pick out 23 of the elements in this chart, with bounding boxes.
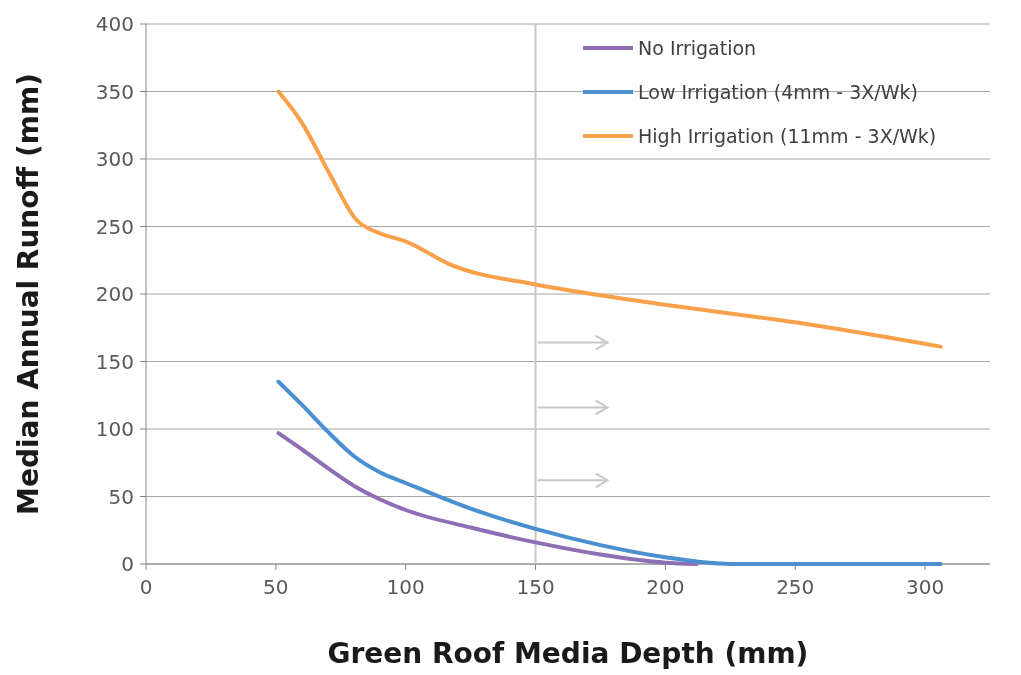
y-tick-label: 400 xyxy=(95,12,134,36)
x-tick-label: 50 xyxy=(263,575,289,599)
legend-label: High Irrigation (11mm - 3X/Wk) xyxy=(638,125,937,147)
x-tick-label: 200 xyxy=(646,575,685,599)
y-tick-label: 0 xyxy=(121,552,134,576)
y-tick-label: 250 xyxy=(95,214,134,239)
legend-label: Low Irrigation (4mm - 3X/Wk) xyxy=(638,81,918,103)
y-tick-label: 300 xyxy=(95,147,134,171)
line-series xyxy=(276,431,699,566)
x-tick-label: 100 xyxy=(386,575,425,599)
y-tick-label: 50 xyxy=(108,484,134,509)
y-tick-label: 150 xyxy=(95,349,134,374)
x-tick-label: 0 xyxy=(139,575,153,599)
y-axis-title: Median Annual Runoff (mm) xyxy=(12,73,45,515)
y-tick-label: 200 xyxy=(95,282,134,306)
line-series xyxy=(276,379,943,566)
y-tick-label: 350 xyxy=(95,79,134,104)
x-tick-label: 250 xyxy=(776,575,815,599)
y-tick-label: 100 xyxy=(95,417,134,441)
x-tick-label: 150 xyxy=(516,575,555,599)
legend-label: No Irrigation xyxy=(638,37,757,59)
x-axis-title: Green Roof Media Depth (mm) xyxy=(327,637,809,670)
x-tick-label: 300 xyxy=(905,575,945,599)
